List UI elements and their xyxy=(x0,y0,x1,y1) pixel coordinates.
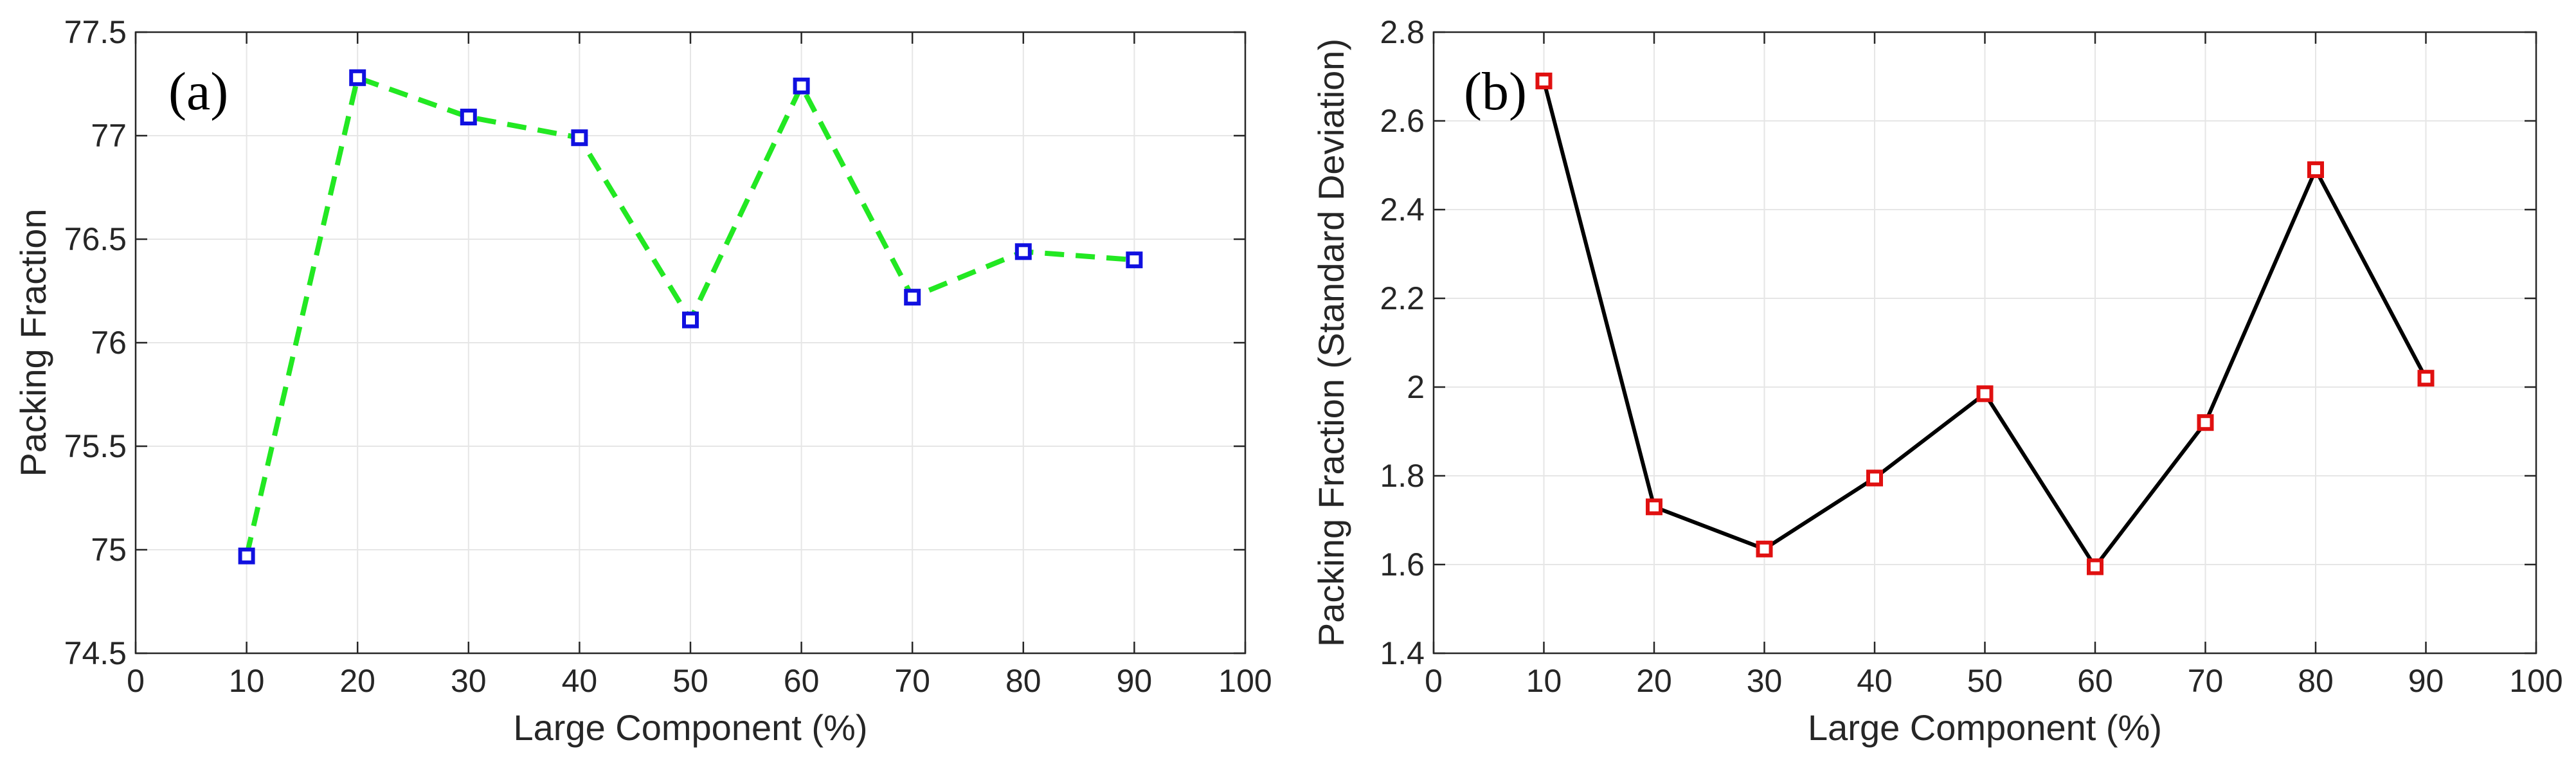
x-tick-label: 20 xyxy=(339,663,375,699)
x-tick-label: 80 xyxy=(1005,663,1041,699)
data-point xyxy=(904,289,921,306)
data-point xyxy=(2197,414,2214,431)
y-tick-label: 1.8 xyxy=(1380,458,1425,494)
x-tick-label: 0 xyxy=(127,663,145,699)
grid-lines xyxy=(1433,32,2537,654)
y-axis-label: Packing Fraction xyxy=(13,208,53,476)
x-tick-label: 100 xyxy=(2509,663,2562,699)
y-tick-label: 1.6 xyxy=(1380,547,1425,583)
y-tick-label: 75 xyxy=(91,532,127,568)
x-tick-labels: 0 10 20 30 40 50 60 70 80 90 100 xyxy=(1425,663,2563,699)
x-tick-label: 80 xyxy=(2298,663,2334,699)
data-point xyxy=(238,547,255,565)
x-tick-label: 60 xyxy=(784,663,820,699)
y-tick-label: 2.8 xyxy=(1380,14,1425,50)
x-tick-label: 90 xyxy=(2408,663,2444,699)
x-tick-label: 50 xyxy=(1967,663,2003,699)
data-point xyxy=(1976,385,1994,403)
x-tick-label: 50 xyxy=(672,663,708,699)
y-tick-labels: 74.5 75 75.5 76 76.5 77 77.5 xyxy=(64,14,127,671)
x-tick-label: 40 xyxy=(1857,663,1893,699)
x-tick-label: 0 xyxy=(1425,663,1443,699)
x-tick-label: 40 xyxy=(562,663,598,699)
y-tick-labels: 1.4 1.6 1.8 2 2.2 2.4 2.6 2.8 xyxy=(1380,14,1425,671)
chart-panel-a: 0 10 20 30 40 50 60 70 80 90 100 74.57575.57676.57… xyxy=(13,14,1272,748)
x-tick-label: 90 xyxy=(1117,663,1153,699)
x-tick-label: 30 xyxy=(451,663,487,699)
data-point xyxy=(1126,251,1143,269)
data-point xyxy=(1646,498,1662,516)
x-tick-label: 30 xyxy=(1747,663,1783,699)
data-point xyxy=(1014,243,1032,260)
x-tick-label: 60 xyxy=(2077,663,2113,699)
x-tick-label: 100 xyxy=(1218,663,1272,699)
data-point xyxy=(349,69,366,86)
series xyxy=(1535,72,2435,575)
axis-ticks xyxy=(134,31,1247,655)
y-tick-label: 74.5 xyxy=(64,635,127,671)
data-point xyxy=(793,77,810,95)
grid-lines xyxy=(135,32,1246,654)
data-point xyxy=(2087,558,2103,575)
y-tick-label: 2.4 xyxy=(1380,192,1425,228)
data-point xyxy=(2307,161,2324,178)
data-point xyxy=(571,129,588,147)
y-tick-label: 77.5 xyxy=(64,14,127,50)
data-point xyxy=(1535,72,1553,89)
x-tick-label: 10 xyxy=(229,663,265,699)
data-point xyxy=(1756,540,1773,557)
y-tick-label: 75.5 xyxy=(64,428,127,464)
data-point xyxy=(460,109,477,126)
y-tick-label: 2.2 xyxy=(1380,280,1425,316)
y-tick-label: 1.4 xyxy=(1380,635,1425,671)
x-axis-label: Large Component (%) xyxy=(514,707,868,748)
y-tick-label: 76.5 xyxy=(64,221,127,257)
x-axis-label: Large Component (%) xyxy=(1808,707,2162,748)
y-tick-label: 2.6 xyxy=(1380,103,1425,139)
y-tick-label: 76 xyxy=(91,325,127,361)
y-axis-label: Packing Fraction (Standard Deviation) xyxy=(1311,39,1351,647)
panel-label: (b) xyxy=(1464,62,1527,122)
data-point xyxy=(1866,469,1883,487)
x-tick-label: 10 xyxy=(1526,663,1562,699)
x-tick-label: 70 xyxy=(894,663,930,699)
y-tick-label: 2 xyxy=(1407,369,1425,405)
series xyxy=(238,69,1143,565)
x-tick-label: 20 xyxy=(1636,663,1672,699)
axis-ticks xyxy=(1432,31,2537,655)
chart-panel-b: 0 10 20 30 40 50 60 70 80 90 100 1.4 1.6 1.8 2 2.2 2.4 2… xyxy=(1311,14,2563,748)
x-tick-labels: 0 10 20 30 40 50 60 70 80 90 100 xyxy=(127,663,1272,699)
panel-label: (a) xyxy=(168,62,228,122)
y-tick-label: 77 xyxy=(91,118,127,154)
data-point xyxy=(682,311,699,329)
x-tick-label: 70 xyxy=(2188,663,2224,699)
data-point xyxy=(2417,370,2435,387)
